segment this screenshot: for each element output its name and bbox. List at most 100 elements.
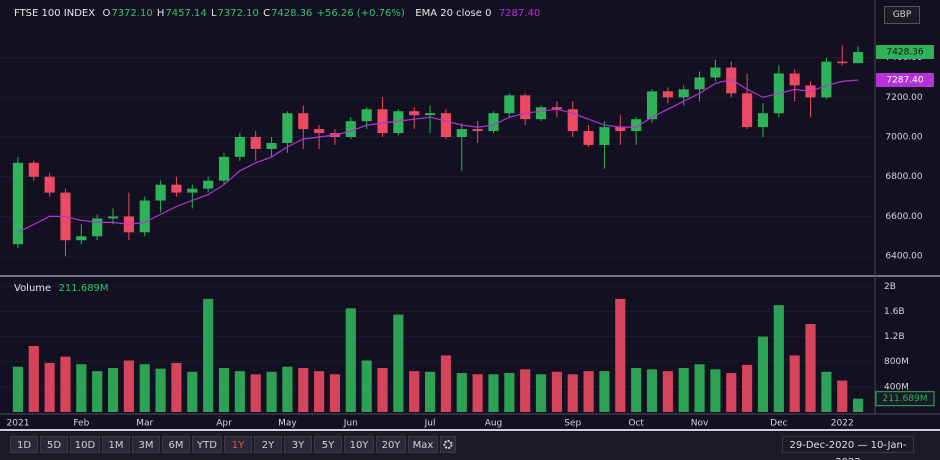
candle-body — [726, 67, 737, 94]
candle-body — [520, 95, 531, 120]
candle-body — [171, 184, 182, 193]
ema-tag-box — [876, 72, 934, 87]
volume-bar — [456, 373, 467, 412]
volume-bar — [678, 368, 689, 412]
candle-body — [155, 184, 166, 201]
x-tick-label: Nov — [691, 419, 709, 429]
gear-icon — [443, 440, 453, 449]
volume-bar — [726, 373, 737, 412]
candle-body — [409, 111, 420, 116]
range-button[interactable]: 3M — [132, 436, 160, 453]
candle-body — [662, 91, 673, 98]
candle-body — [44, 176, 55, 193]
volume-bar — [92, 371, 103, 412]
range-button[interactable]: 2Y — [254, 436, 282, 453]
x-tick-label: Oct — [628, 419, 644, 429]
candle-body — [187, 188, 198, 193]
range-button[interactable]: 1D — [10, 436, 38, 453]
candle-body — [710, 67, 721, 78]
candle-body — [615, 127, 626, 132]
volume-bar — [440, 355, 451, 412]
range-button[interactable]: YTD — [192, 436, 222, 453]
candle-body — [361, 109, 372, 122]
y-tick-label: 6400.00 — [885, 252, 922, 262]
range-button[interactable]: 5Y — [314, 436, 342, 453]
chart: 6400.006600.006800.007000.007200.007400.… — [0, 0, 940, 432]
candle-body — [742, 93, 753, 128]
symbol: FTSE 100 INDEX — [14, 8, 96, 19]
volume-bar — [488, 374, 499, 412]
range-button[interactable]: 20Y — [376, 436, 406, 453]
candle-body — [76, 236, 87, 241]
volume-bar — [12, 366, 23, 412]
candle-body — [266, 142, 277, 149]
ema-line — [17, 78, 859, 233]
ema-tag: 7287.40 — [886, 75, 923, 85]
volume-bar — [345, 308, 356, 412]
volume-bar — [646, 369, 658, 412]
volume-bar — [710, 369, 721, 412]
volume-bar — [107, 368, 119, 412]
y-tick-label: 1.6B — [884, 307, 905, 317]
range-button[interactable]: 6M — [162, 436, 190, 453]
y-tick-label: 800M — [884, 357, 909, 367]
candle-body — [694, 77, 705, 90]
candle-body — [551, 107, 562, 110]
range-button[interactable]: 10Y — [344, 436, 374, 453]
volume-bar — [234, 371, 245, 412]
volume-bar — [694, 364, 705, 412]
range-button[interactable]: Max — [408, 436, 438, 453]
volume-bar — [76, 364, 87, 412]
candle-body — [425, 113, 436, 116]
volume-bar — [171, 362, 182, 412]
volume-bar — [520, 369, 531, 412]
candle-body — [631, 119, 642, 132]
x-tick-label: Dec — [770, 419, 787, 429]
volume-bar — [218, 368, 230, 412]
x-tick-label: Mar — [136, 419, 153, 429]
x-tick-label: 2021 — [7, 419, 30, 429]
y-tick-label: 7200.00 — [885, 93, 922, 103]
y-tick-label: 7000.00 — [885, 133, 922, 143]
x-tick-label: Feb — [73, 419, 89, 429]
volume-bar — [250, 374, 261, 412]
volume-bar — [472, 374, 483, 412]
volume-bar — [282, 366, 293, 412]
x-tick-label: Jun — [343, 419, 358, 429]
candle-body — [599, 127, 610, 145]
candle-body — [12, 162, 23, 245]
range-button[interactable]: 1M — [102, 436, 130, 453]
last-price-tag: 7428.36 — [886, 47, 923, 57]
ohlc-value: 7372.10 — [217, 8, 259, 19]
volume-bar — [805, 324, 816, 412]
range-button[interactable]: 5D — [40, 436, 68, 453]
y-tick-label: 6600.00 — [885, 212, 922, 222]
range-button[interactable]: 1Y — [224, 436, 252, 453]
change: +56.26 (+0.76%) — [316, 8, 405, 19]
volume-bar — [425, 371, 436, 412]
volume-header: Volume 211.689M — [14, 283, 110, 294]
x-tick-label: Aug — [485, 419, 503, 429]
candle-body — [139, 200, 150, 233]
candle-body — [456, 129, 467, 138]
currency-select[interactable]: GBP — [884, 6, 920, 24]
volume-tag: 211.689M — [883, 394, 928, 404]
candle-body — [853, 51, 864, 64]
candle-body — [789, 73, 800, 86]
y-tick-label: 2B — [884, 282, 896, 292]
volume-bar — [377, 368, 388, 412]
candle-body — [757, 113, 769, 128]
volume-title: Volume — [14, 283, 52, 294]
candle-body — [250, 137, 261, 149]
volume-bar — [551, 371, 562, 412]
range-button[interactable]: 3Y — [284, 436, 312, 453]
date-range[interactable]: 29-Dec-2020 — 10-Jan-2022 — [782, 436, 914, 460]
volume-bar — [789, 355, 800, 412]
candle-body — [393, 111, 404, 134]
volume-bar — [361, 360, 372, 412]
ohlc-label: O — [102, 8, 111, 19]
range-button[interactable]: 10D — [70, 436, 100, 453]
volume-bar — [155, 368, 166, 412]
settings-button[interactable] — [440, 436, 456, 453]
